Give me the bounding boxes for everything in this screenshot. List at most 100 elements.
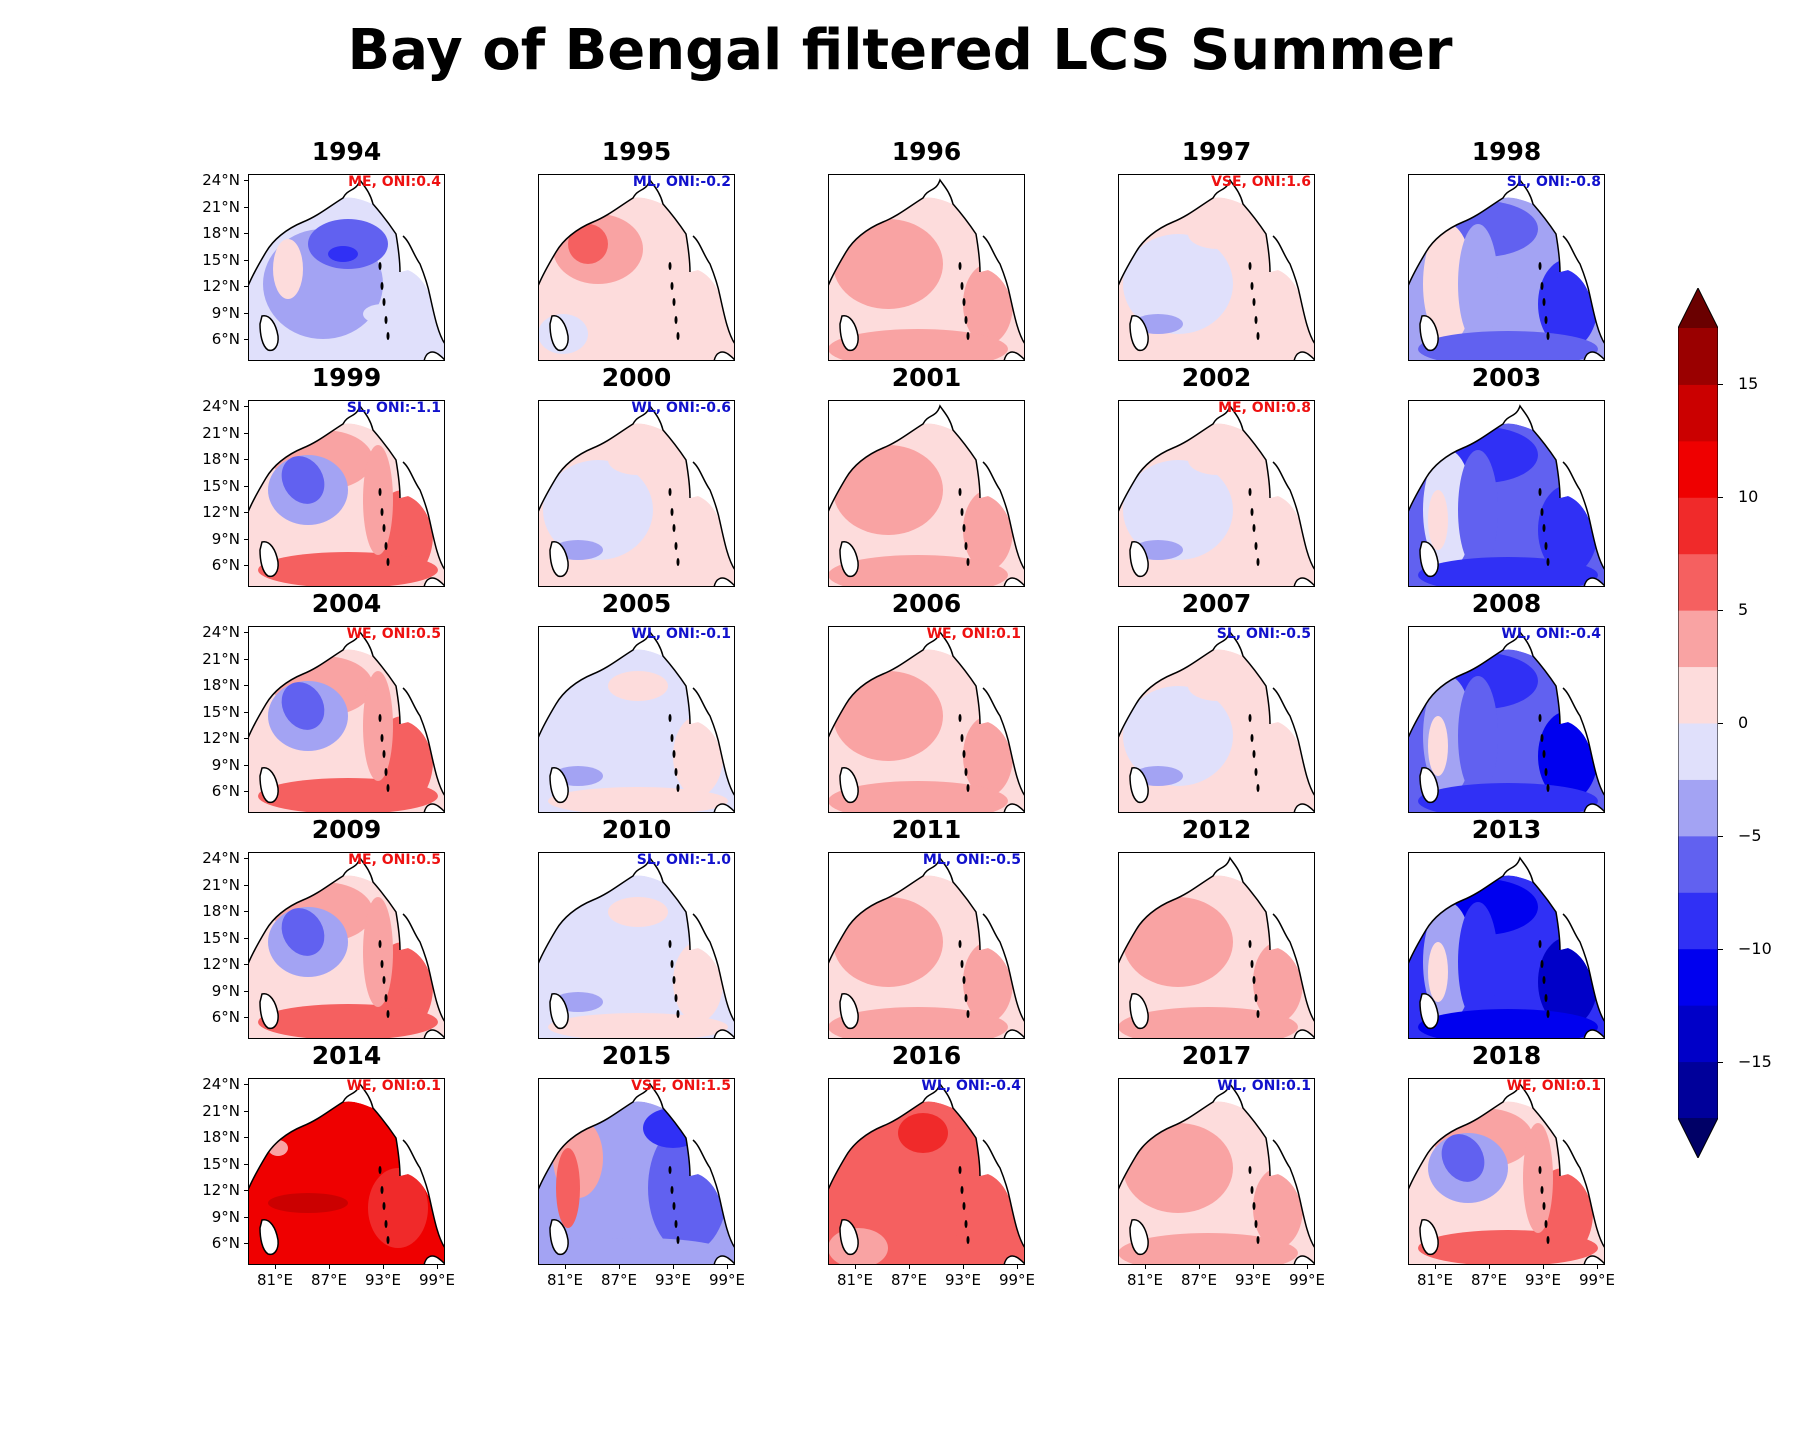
island [960,960,964,968]
island [386,558,390,566]
x-tick-label: 93°E [364,1271,402,1289]
x-tick-label: 81°E [1416,1271,1454,1289]
contour-region [1428,264,1448,324]
sri-lanka-island [1129,767,1149,804]
y-tick-label: 24°N [202,397,240,415]
contour-region [258,1004,438,1039]
colorbar-band [1678,497,1718,555]
island [966,332,970,340]
y-tick-label: 18°N [202,902,240,920]
contour-region [1418,557,1598,587]
island [1254,542,1258,550]
coastline [828,404,1025,571]
contour-map [1408,1078,1605,1265]
island [1540,282,1544,290]
island [1252,524,1256,532]
sri-lanka-island [1419,541,1439,578]
y-tick-mark [244,565,248,566]
contour-region [543,686,653,786]
panel-enso-annotation: WE, ONI:0.1 [346,1078,441,1094]
contour-region [1188,219,1248,249]
map-panel-2008: 2008 WL, ONI:-0.4 [1408,589,1605,813]
contour-region [1253,1168,1303,1248]
land-mask [1408,174,1605,344]
y-tick-mark [244,459,248,460]
colorbar-tick-label: −10 [1738,938,1772,958]
island [670,1186,674,1194]
sri-lanka-island [839,1219,859,1256]
contour-region [828,555,1008,587]
contour-region [828,1007,1008,1039]
y-tick-label: 21°N [202,1101,240,1120]
sri-lanka-island [549,993,569,1030]
x-tick-label: 99°E [998,1271,1036,1289]
panel-year-title: 2006 [891,589,962,618]
island [384,768,388,776]
land-mask [1118,1078,1315,1248]
land-mask [248,852,445,1022]
island [1544,316,1548,324]
x-tick-label: 93°E [944,1271,982,1289]
island [1538,940,1542,948]
contour-region [543,912,653,1012]
coastline [538,1082,735,1249]
colorbar-tick-mark [1718,384,1723,386]
contour-region [1118,1007,1298,1039]
sri-lanka-island [1419,993,1439,1030]
contour-map [538,400,735,587]
island [966,784,970,792]
x-tick-mark [275,1265,276,1269]
colorbar-tick-mark [1718,497,1723,499]
island [1544,768,1548,776]
contour-region [1253,264,1303,344]
contour-region [273,239,303,299]
contour-region [308,219,388,269]
panel-year-title: 1999 [311,363,382,392]
panel-year-title: 2014 [311,1041,382,1070]
island [670,960,674,968]
island [1248,714,1252,722]
colorbar-tick-mark [1718,610,1723,612]
map-panel-2002: 2002 ME, ONI:0.8 [1118,363,1315,587]
island [960,734,964,742]
coastline [248,1082,445,1249]
sri-lanka-island [1419,1219,1439,1256]
y-tick-label: 21°N [202,423,240,442]
contour-region [328,246,358,262]
y-tick-label: 12°N [202,1181,240,1199]
y-tick-mark [244,990,248,992]
map-panel-2004: 2004 WE, ONI:0.5 24°N 21°N 18°N 15°N 12°N 9°N 6°… [202,589,445,813]
contour-region [258,778,438,813]
coastline [1408,856,1605,1023]
chart-title: Bay of Bengal filtered LCS Summer [347,18,1453,83]
island [1250,960,1254,968]
y-tick-mark [244,406,248,407]
coastline [538,178,735,345]
island [378,488,382,496]
island [674,542,678,550]
contour-region [556,1148,580,1228]
island [668,714,672,722]
island [380,960,384,968]
contour-region [268,1193,348,1213]
contour-region [568,224,608,264]
contour-map [1118,400,1315,587]
y-tick-label: 12°N [202,955,240,973]
island [1542,750,1546,758]
panel-year-title: 2003 [1471,363,1542,392]
land-mask [1408,400,1605,570]
panel-enso-annotation: ME, ONI:0.8 [1218,400,1311,416]
panel-year-title: 1996 [891,137,962,166]
contour-region [258,552,438,587]
island [964,994,968,1002]
panel-enso-annotation: WE, ONI:0.1 [926,626,1021,642]
contour-region [1418,331,1598,361]
contour-region [1458,450,1498,570]
island [668,940,672,948]
colorbar-band [1678,666,1718,724]
island [1252,976,1256,984]
contour-region [1458,902,1498,1022]
colorbar-tick-label: 5 [1738,600,1749,620]
y-tick-label: 9°N [211,755,240,774]
map-panel-2010: 2010 SL, ONI:-1.0 [538,815,735,1039]
